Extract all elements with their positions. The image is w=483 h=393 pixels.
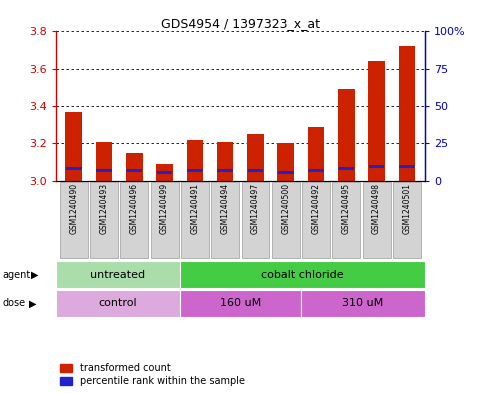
Bar	[211, 182, 239, 258]
Bar	[398, 46, 415, 181]
Bar	[308, 127, 325, 181]
Text: cobalt chloride: cobalt chloride	[261, 270, 344, 280]
Text: agent: agent	[2, 270, 30, 280]
Text: untreated: untreated	[90, 270, 145, 280]
Legend: transformed count, percentile rank within the sample: transformed count, percentile rank withi…	[60, 363, 245, 386]
Bar	[120, 182, 148, 258]
Bar	[90, 182, 118, 258]
Text: GSM1240498: GSM1240498	[372, 183, 381, 234]
Bar	[339, 167, 354, 170]
Bar	[187, 169, 203, 172]
Bar	[242, 182, 270, 258]
Text: 310 uM: 310 uM	[342, 298, 384, 309]
Text: GSM1240491: GSM1240491	[190, 183, 199, 234]
Text: GSM1240492: GSM1240492	[312, 183, 321, 234]
Bar	[96, 169, 112, 172]
Bar	[66, 167, 82, 170]
Text: GSM1240499: GSM1240499	[160, 183, 169, 234]
Text: GSM1240501: GSM1240501	[402, 183, 412, 234]
Bar	[180, 261, 425, 288]
Bar	[156, 171, 172, 174]
Text: control: control	[99, 298, 137, 309]
Text: GSM1240496: GSM1240496	[130, 183, 139, 234]
Bar	[272, 182, 299, 258]
Bar	[338, 89, 355, 181]
Bar	[217, 169, 233, 172]
Bar	[217, 141, 233, 181]
Bar	[180, 290, 301, 317]
Bar	[332, 182, 360, 258]
Bar	[156, 164, 173, 181]
Bar	[393, 182, 421, 258]
Text: 160 uM: 160 uM	[220, 298, 261, 309]
Bar	[126, 153, 142, 181]
Bar	[399, 165, 415, 169]
Bar	[369, 165, 384, 169]
Bar	[368, 61, 385, 181]
Bar	[56, 261, 180, 288]
Bar	[247, 169, 263, 172]
Bar	[308, 169, 324, 172]
Bar	[127, 169, 142, 172]
Text: GSM1240494: GSM1240494	[221, 183, 229, 234]
Bar	[96, 141, 113, 181]
Text: ▶: ▶	[31, 270, 39, 280]
Text: GSM1240493: GSM1240493	[99, 183, 109, 234]
Text: GSM1240490: GSM1240490	[69, 183, 78, 234]
Bar	[302, 182, 330, 258]
Bar	[65, 112, 82, 181]
Text: ▶: ▶	[29, 298, 37, 309]
Text: dose: dose	[2, 298, 26, 309]
Bar	[301, 290, 425, 317]
Bar	[278, 171, 294, 174]
Title: GDS4954 / 1397323_x_at: GDS4954 / 1397323_x_at	[161, 17, 320, 30]
Bar	[186, 140, 203, 181]
Bar	[181, 182, 209, 258]
Text: GSM1240495: GSM1240495	[342, 183, 351, 234]
Text: GSM1240500: GSM1240500	[281, 183, 290, 234]
Bar	[151, 182, 179, 258]
Bar	[247, 134, 264, 181]
Bar	[277, 143, 294, 181]
Text: GSM1240497: GSM1240497	[251, 183, 260, 234]
Bar	[56, 290, 180, 317]
Bar	[363, 182, 391, 258]
Bar	[60, 182, 87, 258]
